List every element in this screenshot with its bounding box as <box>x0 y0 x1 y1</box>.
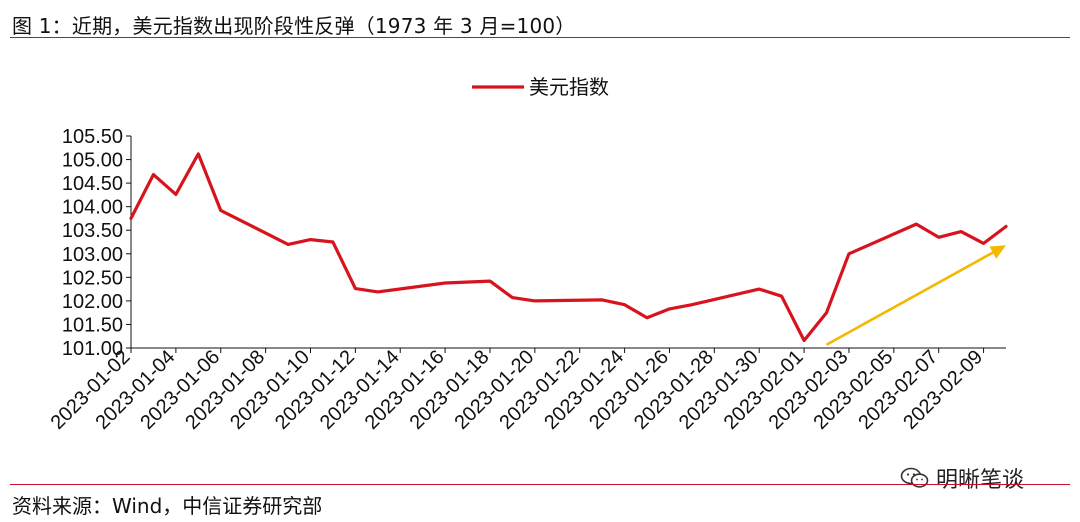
line-chart: 105.50105.00104.50104.00103.50103.00102.… <box>47 75 1008 434</box>
y-tick-label: 101.00 <box>62 338 123 360</box>
header-divider <box>10 37 1070 38</box>
y-tick-label: 104.50 <box>62 173 123 195</box>
legend-label: 美元指数 <box>529 75 609 99</box>
trend-arrow-head <box>989 245 1006 259</box>
watermark: 明晰笔谈 <box>900 462 1024 494</box>
chart-title: 图 1：近期，美元指数出现阶段性反弹（1973 年 3 月=100） <box>12 14 576 38</box>
source-note: 资料来源：Wind，中信证券研究部 <box>12 494 323 518</box>
y-tick-label: 101.50 <box>62 314 123 336</box>
series-line-dxy <box>129 152 1008 343</box>
watermark-text: 明晰笔谈 <box>936 468 1025 493</box>
y-tick-label: 102.50 <box>62 267 123 289</box>
y-tick-label: 103.00 <box>62 244 123 266</box>
y-tick-label: 104.00 <box>62 197 123 219</box>
trend-arrow-shaft <box>825 251 994 346</box>
y-tick-label: 105.50 <box>62 126 123 148</box>
y-tick-label: 102.00 <box>62 291 123 313</box>
y-tick-label: 105.00 <box>62 150 123 172</box>
wechat-icon <box>900 467 929 488</box>
footer-divider <box>10 484 1070 485</box>
y-tick-label: 103.50 <box>62 220 123 242</box>
